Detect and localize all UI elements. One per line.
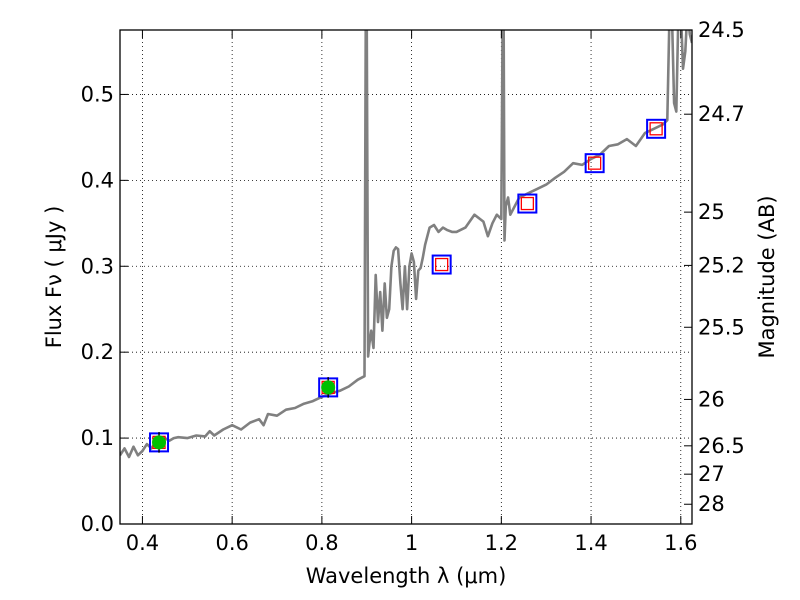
plot-frame bbox=[119, 29, 693, 525]
y2-tick-label: 24.5 bbox=[698, 18, 745, 42]
model-flux-inner-marker bbox=[435, 257, 449, 272]
y2-tick-label: 26.5 bbox=[698, 434, 745, 458]
model-flux-inner-marker bbox=[587, 156, 602, 170]
x-axis-label: Wavelength λ (μm) bbox=[306, 564, 507, 588]
model-flux-marker bbox=[584, 153, 605, 174]
y-tick-label: 0.3 bbox=[81, 254, 114, 278]
y2-tick-label: 27 bbox=[698, 462, 725, 486]
model-flux-inner-marker bbox=[520, 196, 535, 211]
y2-tick-label: 25.2 bbox=[698, 253, 745, 277]
model-spectrum-line bbox=[120, 30, 692, 459]
x-tick-label: 1 bbox=[405, 531, 418, 555]
y2-tick-label: 28 bbox=[698, 492, 725, 516]
x-tick-label: 0.6 bbox=[215, 531, 248, 555]
x-tick-label: 0.4 bbox=[126, 531, 159, 555]
y-axis: 0.0 0.1 0.2 0.3 0.4 0.5 bbox=[81, 82, 128, 536]
y-tick-label: 0.4 bbox=[81, 168, 114, 192]
photometry-points bbox=[149, 118, 667, 453]
y2-axis-label: Magnitude (AB) bbox=[755, 195, 779, 358]
x-tick-label: 0.8 bbox=[305, 531, 338, 555]
model-flux-marker bbox=[517, 193, 538, 214]
x-tick-label: 1.6 bbox=[664, 531, 697, 555]
y2-axis: 24.5 24.7 25 25.2 25.5 26 26.5 27 28 bbox=[684, 18, 745, 516]
x-tick-label: 1.4 bbox=[574, 531, 607, 555]
y-tick-label: 0.2 bbox=[81, 340, 114, 364]
model-flux-marker bbox=[646, 118, 667, 139]
x-tick-label: 1.2 bbox=[485, 531, 518, 555]
y-tick-label: 0.5 bbox=[81, 82, 114, 106]
observed-point bbox=[152, 435, 167, 450]
model-flux-inner-marker bbox=[649, 122, 663, 136]
observed-point bbox=[321, 380, 336, 395]
y2-tick-label: 24.7 bbox=[698, 102, 745, 126]
y2-tick-label: 25.5 bbox=[698, 315, 745, 339]
y2-tick-label: 26 bbox=[698, 387, 725, 411]
y-tick-label: 0.0 bbox=[81, 512, 114, 536]
x-axis: 0.4 0.6 0.8 1 1.2 1.4 1.6 bbox=[126, 30, 697, 555]
y-tick-label: 0.1 bbox=[81, 426, 114, 450]
y2-tick-label: 25 bbox=[698, 200, 725, 224]
y-axis-label: Flux Fν ( μJy ) bbox=[42, 206, 66, 349]
model-flux-marker bbox=[431, 254, 452, 275]
